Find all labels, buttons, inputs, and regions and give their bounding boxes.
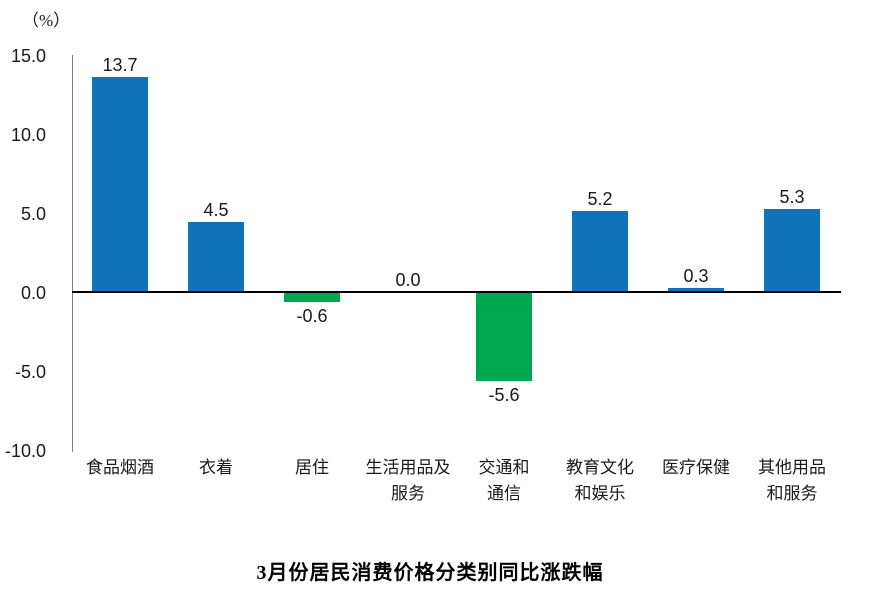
category-label: 居住 <box>295 458 329 477</box>
bar-positive <box>572 210 628 293</box>
bar-value-label: 5.3 <box>779 187 805 208</box>
category-label: 医疗保健 <box>662 458 730 477</box>
bar-value-label: -5.6 <box>488 385 520 406</box>
y-axis-line <box>72 55 73 452</box>
y-axis-tick-label: 0.0 <box>20 283 46 303</box>
bar-negative <box>284 293 340 303</box>
bar-value-label: -0.6 <box>296 306 328 327</box>
bar-positive <box>92 76 148 293</box>
bar-positive <box>764 209 820 293</box>
y-axis-tick-label: 15.0 <box>10 46 46 66</box>
category-label: 衣着 <box>199 458 233 477</box>
bar-value-label: 5.2 <box>587 188 613 209</box>
bar-negative <box>476 293 532 382</box>
category-label: 生活用品及 服务 <box>365 458 451 503</box>
x-axis-baseline <box>72 291 841 293</box>
category-label: 其他用品 和服务 <box>758 458 826 503</box>
bar-positive <box>188 221 244 293</box>
bar-value-label: 0.3 <box>683 266 709 287</box>
y-axis-tick-label: -5.0 <box>14 362 46 382</box>
bar-value-label: 0.0 <box>395 270 421 290</box>
chart-title: 3月份居民消费价格分类别同比涨跌幅 <box>256 562 604 584</box>
y-axis-tick-label: -10.0 <box>4 441 46 461</box>
category-label: 交通和 通信 <box>478 458 530 503</box>
bar-value-label: 13.7 <box>102 54 138 75</box>
bar-positive <box>668 288 724 293</box>
category-label: 教育文化 和娱乐 <box>566 458 634 503</box>
bar-value-label: 4.5 <box>203 199 229 220</box>
y-axis-unit-label: （%） <box>22 11 71 30</box>
y-axis-tick-label: 5.0 <box>20 204 46 224</box>
category-label: 食品烟酒 <box>86 458 154 477</box>
y-axis-tick-label: 10.0 <box>10 125 46 145</box>
